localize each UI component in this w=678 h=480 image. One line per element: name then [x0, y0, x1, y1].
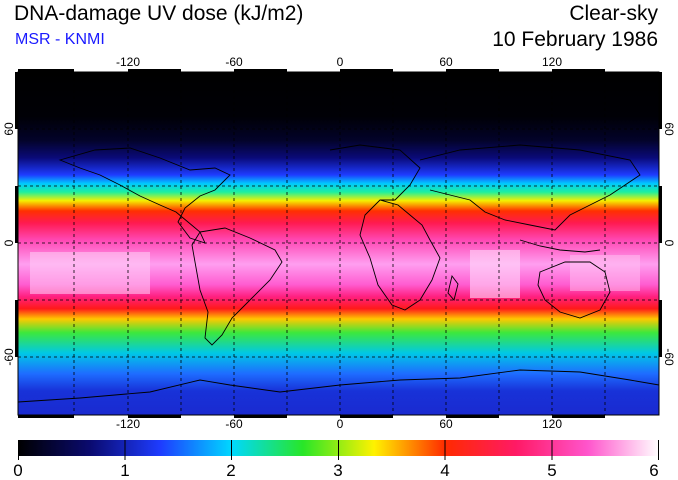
lat-label-left: 60	[2, 122, 16, 136]
bright-patch	[470, 250, 520, 298]
coastline-madagascar	[447, 274, 459, 301]
lon-label-bottom: -60	[225, 417, 243, 431]
map-frame	[17, 71, 660, 416]
coastline-europe-africa	[329, 144, 441, 311]
lon-label-top: 0	[337, 55, 344, 69]
lat-label-right: 0	[662, 240, 676, 247]
lon-label-bottom: 0	[337, 417, 344, 431]
frame-ticks	[15, 69, 662, 418]
coastline-indonesia	[519, 239, 601, 253]
bright-patch	[30, 252, 150, 294]
coastlines	[17, 144, 660, 403]
lon-label-bottom: 120	[542, 417, 562, 431]
lat-label-right: 60	[662, 122, 676, 136]
lat-label-left: 0	[2, 239, 16, 246]
colorbar-label: 5	[547, 461, 556, 480]
uv-field	[18, 72, 659, 415]
colorbar-label: 0	[13, 461, 22, 480]
colorbar-label: 1	[120, 461, 129, 480]
colorbar-label: 6	[649, 461, 658, 480]
coastline-asia	[419, 144, 641, 231]
coastline-north-america	[58, 147, 231, 244]
map-title: DNA-damage UV dose (kJ/m2)	[14, 2, 304, 25]
map-panel: -120 -60 0 60 120 -120 -60 0 60 120 60 0…	[2, 55, 676, 431]
lon-label-top: -120	[116, 55, 140, 69]
lon-label-bottom: -120	[116, 417, 140, 431]
date-label: 10 February 1986	[492, 28, 658, 51]
colorbar-label: 3	[333, 461, 342, 480]
lon-label-top: 60	[439, 55, 453, 69]
lon-label-bottom: 60	[439, 417, 453, 431]
lon-label-top: 120	[542, 55, 562, 69]
map-subtitle: MSR - KNMI	[15, 31, 105, 48]
coastline-australia	[537, 261, 611, 319]
colorbar-label: 2	[226, 461, 235, 480]
lat-label-right: -60	[662, 348, 676, 366]
lon-label-top: -60	[225, 55, 243, 69]
coastline-south-america	[191, 227, 283, 346]
lat-label-left: -60	[2, 348, 16, 366]
colorbar-ticks	[18, 440, 659, 460]
colorbar: 0 1 2 3 4 5 6	[13, 440, 659, 480]
sky-condition-label: Clear-sky	[569, 2, 658, 25]
colorbar-label: 4	[440, 461, 449, 480]
graticule	[18, 72, 659, 415]
